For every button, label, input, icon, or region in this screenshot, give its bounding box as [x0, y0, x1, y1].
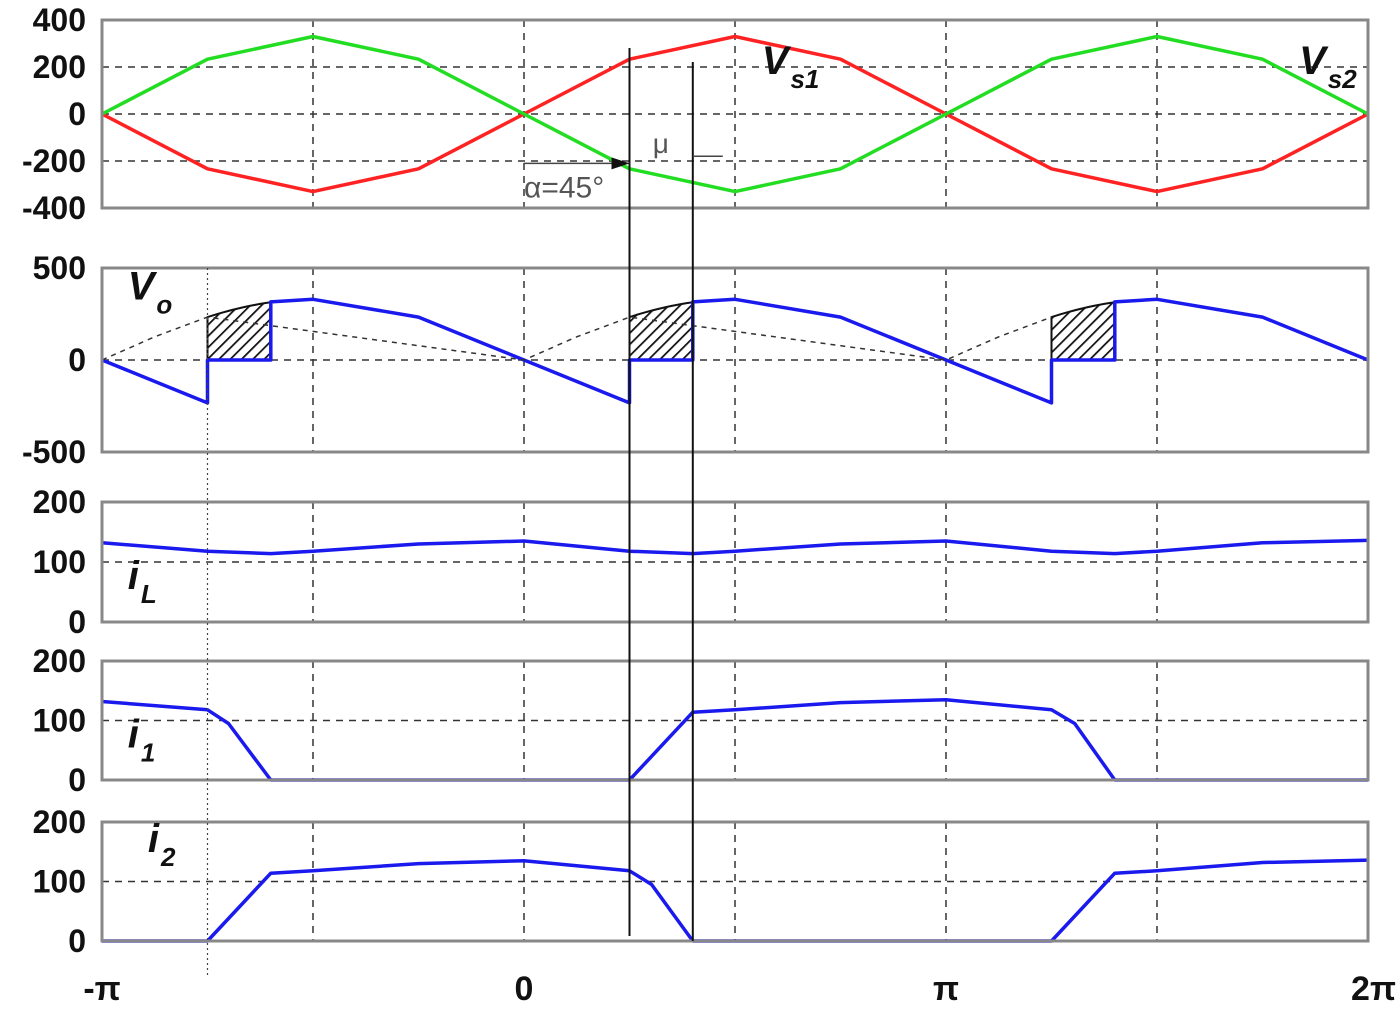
alpha-label: α=45°	[524, 171, 604, 204]
series-line-vs1	[101, 34, 1369, 194]
signal-label: Vs1	[762, 39, 820, 94]
y-tick-label: -400	[22, 190, 86, 226]
x-tick-label: 2π	[1351, 970, 1396, 1008]
y-tick-label: 400	[33, 2, 86, 38]
x-tick-label: 0	[515, 970, 534, 1008]
y-tick-label: 200	[33, 643, 86, 679]
signal-label: i2	[148, 817, 176, 872]
y-tick-label: -500	[22, 434, 86, 470]
panel-frame	[100, 659, 1370, 782]
x-tick-label: π	[933, 970, 959, 1008]
series-line-vo-dashed	[101, 316, 1052, 361]
y-tick-label: 100	[33, 544, 86, 580]
alpha-arrowhead	[611, 157, 630, 170]
y-tick-label: 200	[33, 804, 86, 840]
y-tick-label: -200	[22, 143, 86, 179]
mu-label: μ	[653, 128, 669, 159]
y-tick-label: 0	[68, 342, 86, 378]
panel-frame	[100, 266, 1370, 454]
panel-frame	[100, 18, 1370, 210]
y-tick-label: 0	[68, 604, 86, 640]
y-tick-label: 0	[68, 96, 86, 132]
commutation-overlap-area	[206, 301, 272, 361]
signal-label: Vo	[128, 264, 173, 319]
y-tick-label: 0	[68, 762, 86, 798]
commutation-overlap-area	[1050, 301, 1116, 361]
signal-label: Vs2	[1299, 39, 1357, 94]
y-tick-label: 200	[33, 484, 86, 520]
series-line-i1	[101, 697, 1368, 782]
series-line-i2	[102, 858, 1369, 943]
y-tick-label: 200	[33, 49, 86, 85]
y-tick-label: 100	[33, 864, 86, 900]
x-tick-label: -π	[83, 970, 120, 1008]
panel-frame	[100, 820, 1370, 943]
signal-label: i1	[128, 712, 156, 767]
panel-frame	[100, 500, 1370, 624]
y-tick-label: 100	[33, 703, 86, 739]
y-tick-label: 0	[68, 923, 86, 959]
series-line-il	[101, 538, 1369, 556]
signal-label: iL	[128, 554, 157, 609]
y-tick-label: 500	[33, 250, 86, 286]
series-line-vs2	[101, 34, 1369, 194]
commutation-overlap-area	[628, 301, 694, 361]
